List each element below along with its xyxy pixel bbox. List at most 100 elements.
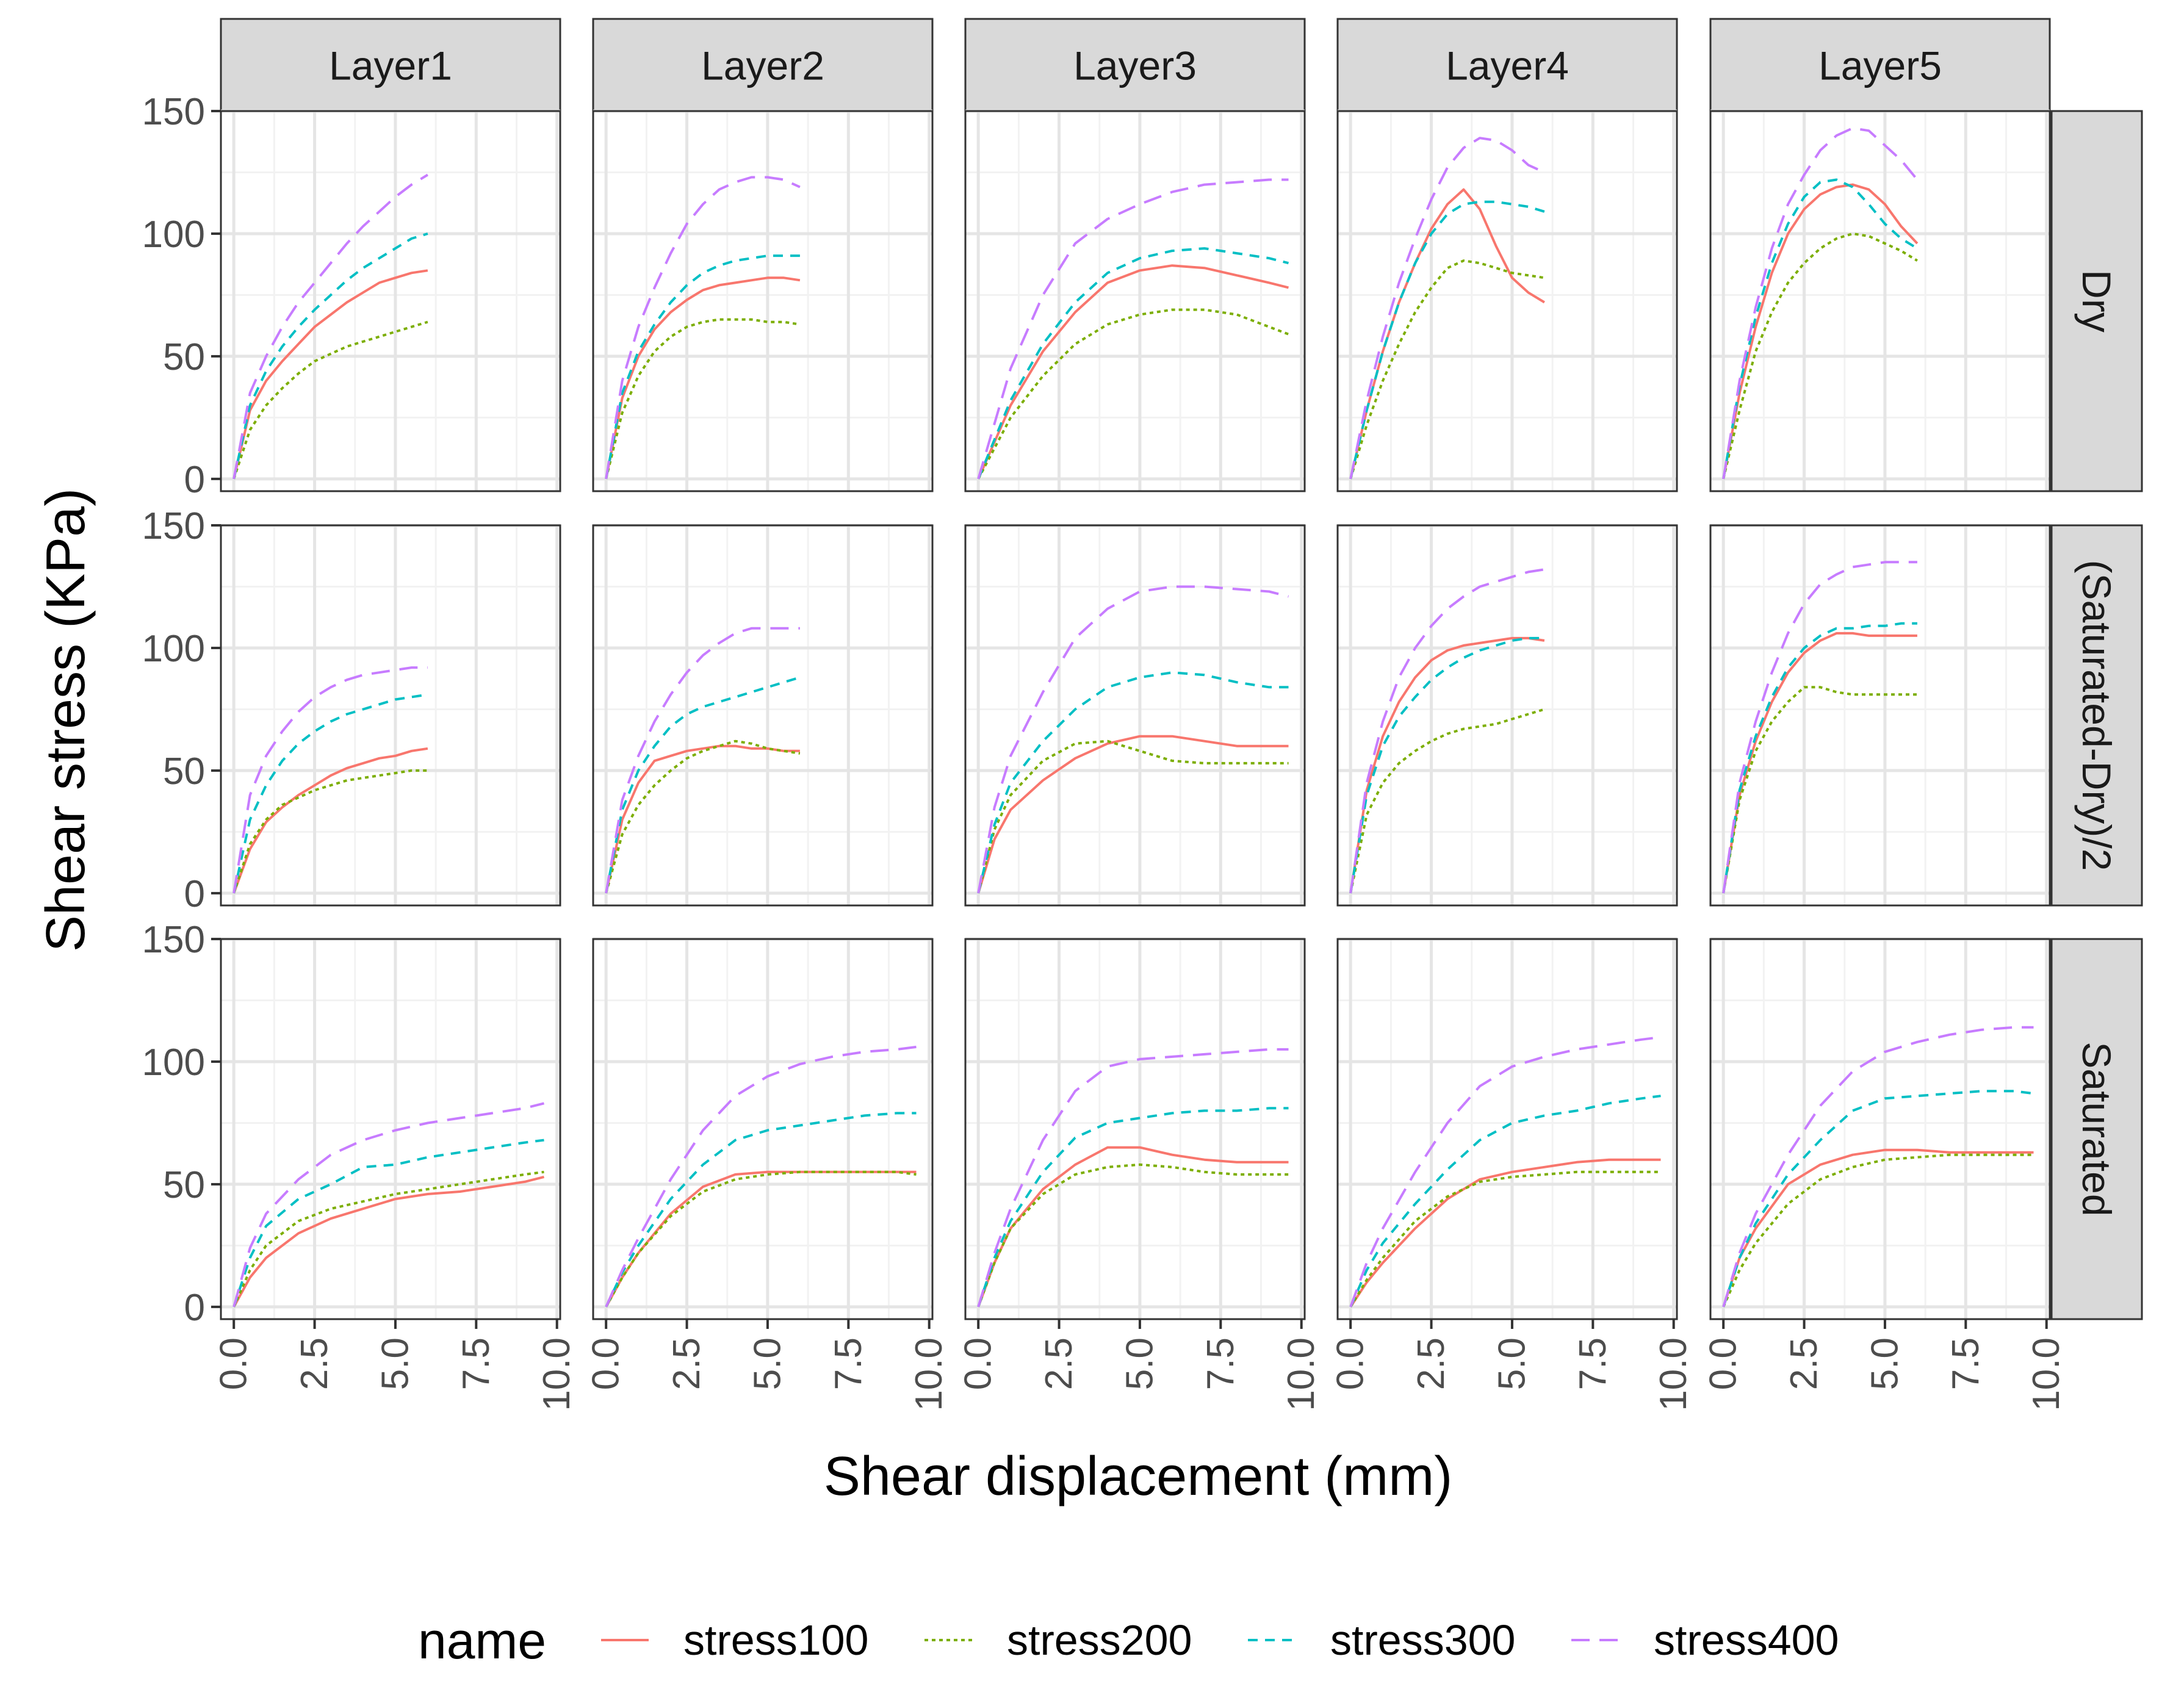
panel-layer1-row3: [220, 937, 561, 1320]
x-tick-label: 10.0: [1280, 1337, 1322, 1411]
legend-label-stress300: stress300: [1330, 1616, 1515, 1664]
panel-background: [593, 939, 932, 1319]
series-line-stress400: [1349, 568, 1545, 894]
panel-border: [1336, 938, 1678, 1320]
panel-border: [1336, 524, 1678, 907]
panel-background: [1710, 525, 2050, 905]
panel-border: [592, 524, 934, 907]
panel-background: [221, 939, 560, 1319]
panel-layer3-row3: [964, 937, 1306, 1320]
x-tick-label: 10.0: [536, 1337, 578, 1411]
facet-label-layer1: Layer1: [329, 43, 452, 88]
panel-layer3-row1: [964, 109, 1306, 492]
legend-label-stress100: stress100: [683, 1616, 868, 1664]
panel-border: [592, 938, 934, 1320]
y-tick-label: 50: [163, 750, 205, 793]
facet-strip-layer5: [1709, 18, 2051, 112]
facet-label-layer2: Layer2: [701, 43, 824, 88]
x-tick-label: 7.5: [1572, 1337, 1614, 1390]
panel-border: [1709, 938, 2051, 1320]
facet-label-layer5: Layer5: [1818, 43, 1942, 88]
x-tick-label: 5.0: [1119, 1337, 1161, 1390]
series-line-stress400: [977, 178, 1289, 480]
x-tick-label: 7.5: [827, 1337, 870, 1390]
y-axis-title: Shear stress (KPa): [35, 488, 96, 952]
series-line-stress200: [1722, 1153, 2034, 1308]
panel-layer5-row1: [1709, 109, 2051, 492]
panel-layer4-row2: [1336, 524, 1678, 907]
series-line-stress400: [1349, 1035, 1661, 1308]
series-line-stress300: [605, 676, 801, 894]
series-line-stress400: [605, 627, 800, 894]
facet-label-row-half: (Saturated-Dry)/2: [2074, 560, 2119, 871]
series-line-stress400: [232, 1102, 544, 1308]
legend-label-stress200: stress200: [1007, 1616, 1192, 1664]
series-line-stress100: [1722, 1148, 2034, 1308]
x-axis-title: Shear displacement (mm): [824, 1446, 1452, 1507]
panel-layer5-row3: [1709, 937, 2051, 1320]
x-tick-label: 0.0: [957, 1337, 1000, 1390]
x-tick-label: 5.0: [746, 1337, 788, 1390]
series-line-stress200: [1722, 232, 1918, 480]
series-line-stress300: [1722, 1090, 2034, 1308]
x-tick-label: 10.0: [2025, 1337, 2067, 1411]
x-tick-label: 7.5: [1945, 1337, 1987, 1390]
y-tick-label: 100: [142, 628, 205, 670]
series-line-stress100: [605, 744, 800, 894]
y-tick-label: 100: [142, 1042, 205, 1084]
series-line-stress400: [1349, 137, 1545, 480]
panel-border: [220, 938, 561, 1320]
series-line-stress100: [232, 269, 428, 480]
panel-background: [965, 939, 1305, 1319]
facet-label-layer4: Layer4: [1446, 43, 1569, 88]
x-tick-label: 2.5: [1038, 1337, 1080, 1390]
y-tick-label: 150: [142, 919, 205, 961]
series-line-stress100: [1722, 183, 1919, 480]
x-tick-label: 10.0: [908, 1337, 950, 1411]
legend-title: name: [418, 1612, 546, 1669]
panel-layer1-row2: [220, 524, 561, 907]
panel-background: [593, 111, 932, 491]
panel-layer1-row1: [220, 109, 561, 492]
y-tick-label: 150: [142, 505, 205, 547]
facet-label-row-saturated: Saturated: [2074, 1042, 2119, 1216]
panel-layer2-row2: [592, 524, 934, 907]
series-line-stress400: [977, 585, 1289, 894]
series-line-stress100: [1349, 188, 1545, 480]
legend-label-stress400: stress400: [1654, 1616, 1839, 1664]
series-line-stress200: [977, 308, 1289, 480]
series-line-stress100: [977, 264, 1289, 480]
series-line-stress400: [232, 666, 428, 894]
series-line-stress200: [232, 769, 428, 894]
series-line-stress100: [1722, 632, 1917, 894]
x-tick-label: 5.0: [374, 1337, 416, 1390]
series-line-stress400: [605, 1045, 917, 1308]
series-line-stress300: [1722, 178, 1918, 480]
panel-border: [1709, 524, 2051, 907]
series-line-stress100: [1349, 1158, 1661, 1308]
series-line-stress100: [232, 1175, 544, 1308]
facet-label-layer3: Layer3: [1073, 43, 1197, 88]
x-tick-label: 2.5: [1410, 1337, 1452, 1390]
panel-background: [221, 525, 560, 905]
panel-layer4-row1: [1336, 109, 1678, 492]
panel-border: [220, 524, 561, 907]
facet-strip-row-half: [2050, 524, 2143, 907]
panel-border: [1709, 110, 2051, 492]
series-line-stress300: [977, 671, 1289, 894]
series-line-stress300: [232, 693, 428, 894]
panel-layer2-row3: [592, 937, 934, 1320]
panel-background: [1338, 111, 1677, 491]
series-line-stress100: [605, 276, 801, 480]
panel-layer4-row3: [1336, 937, 1678, 1320]
y-tick-label: 0: [184, 459, 205, 501]
series-line-stress100: [1349, 636, 1545, 894]
x-tick-label: 0.0: [213, 1337, 255, 1390]
series-line-stress200: [977, 1163, 1289, 1308]
series-line-stress300: [977, 247, 1289, 480]
panel-background: [1710, 939, 2050, 1319]
panel-layer2-row1: [592, 109, 934, 492]
x-tick-label: 5.0: [1864, 1337, 1906, 1390]
series-line-stress200: [1722, 686, 1917, 894]
